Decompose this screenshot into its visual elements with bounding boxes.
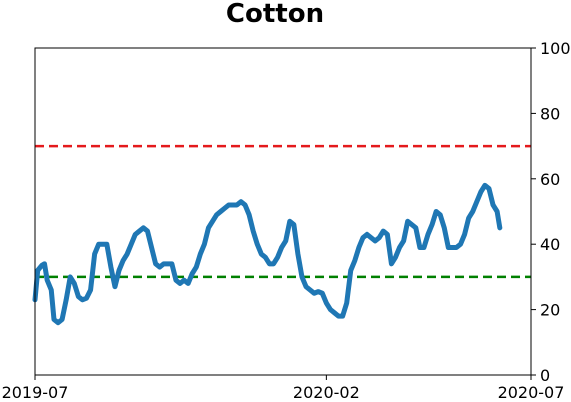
y-tick-label: 60 (540, 170, 560, 189)
series-line (32, 182, 503, 326)
y-tick-label: 80 (540, 104, 560, 123)
x-tick-label: 2019-07 (2, 383, 69, 402)
y-tick-label: 100 (540, 39, 571, 58)
chart-title: Cotton (226, 0, 324, 29)
y-tick-label: 20 (540, 301, 560, 320)
y-tick-label: 0 (540, 366, 550, 385)
y-tick-label: 40 (540, 235, 560, 254)
plot-frame (34, 47, 532, 376)
x-tick-label: 2020-07 (498, 383, 565, 402)
x-tick-label: 2020-02 (293, 383, 360, 402)
